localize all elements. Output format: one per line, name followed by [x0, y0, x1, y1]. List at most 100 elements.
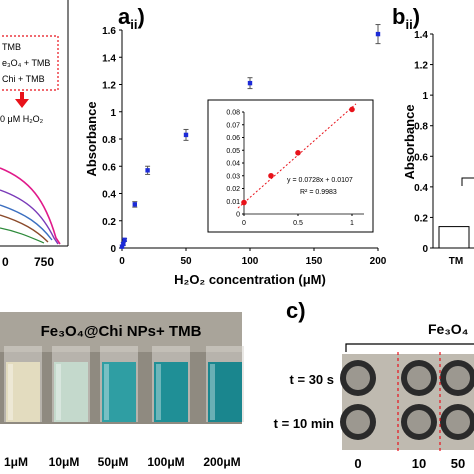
inset-y-tick-label: 0.01 [226, 199, 240, 206]
dot-well-center [446, 366, 470, 390]
main-data-point [119, 244, 125, 249]
bar-y-tick-label: 0.4 [414, 183, 428, 194]
vial-solution [102, 362, 136, 422]
vial-solution [6, 362, 40, 422]
inset-data-point [349, 106, 355, 113]
main-x-tick-label: 50 [180, 256, 192, 267]
legend-line-1: TMB [2, 42, 21, 52]
main-x-label: H₂O₂ concentration (μM) [174, 272, 326, 287]
dot-well-center [407, 410, 431, 434]
dot-well-center [407, 366, 431, 390]
bar-y-label: Absorbance [402, 104, 417, 179]
dots-row-2: t = 10 min [274, 416, 334, 431]
vial-label-4: 100μM [147, 455, 184, 469]
main-data-point [375, 31, 381, 37]
bar-y-tick-label: 1 [422, 91, 428, 102]
vial-label-5: 200μM [203, 455, 240, 469]
bar-y-tick-label: 0 [422, 244, 428, 255]
main-y-tick-label: 1 [110, 108, 116, 119]
bar-y-tick-label: 1.2 [414, 61, 428, 72]
legend-line-3: Chi + TMB [2, 74, 45, 84]
spectrum-purple [0, 189, 59, 245]
bar-chart-partial: Absorbance 0 0.2 0.4 0.6 0.8 1 1.2 1.4 TM [402, 30, 474, 267]
vial-highlight [8, 364, 13, 420]
legend-line-2: e₃O₄ + TMB [2, 58, 50, 68]
main-y-tick-label: 0.6 [102, 162, 116, 173]
main-x-tick-label: 0 [119, 256, 125, 267]
inset-y-tick-label: 0.02 [226, 186, 240, 193]
inset-y-tick-label: 0.05 [226, 148, 240, 155]
inset-y-tick-label: 0.04 [226, 161, 240, 168]
inset-y-tick-label: 0.06 [226, 135, 240, 142]
dots-col-0: 0 [354, 456, 361, 471]
panel-label-a: aii) [118, 4, 145, 32]
panel-label-b: bii) [392, 4, 420, 32]
dot-test-panel: Fe₃O₄ t = 30 s t = 10 min 0 10 50 [274, 321, 474, 471]
vial-label-2: 10μM [49, 455, 80, 469]
vial-solution [208, 362, 242, 422]
main-data-point [121, 241, 126, 247]
vial-highlight [104, 364, 109, 420]
main-y-tick-label: 0.2 [102, 217, 116, 228]
left-x-tick-0: 0 [2, 255, 9, 269]
main-y-tick-label: 0.4 [102, 190, 116, 201]
inset-x-tick-label: 0 [242, 220, 246, 227]
vial-solution [54, 362, 88, 422]
spectrum-green [0, 227, 45, 244]
arrow-label: 0 μM H₂O₂ [0, 114, 44, 124]
inset-x-tick-label: 1 [350, 220, 354, 227]
spectrum-blue [0, 204, 53, 241]
main-y-tick-label: 1.2 [102, 81, 116, 92]
main-data-point [183, 132, 189, 138]
main-y-tick-label: 1.4 [102, 53, 116, 64]
inset-r-squared: R² = 0.9983 [300, 189, 337, 196]
inset-data-point [241, 199, 247, 206]
bar [438, 226, 470, 249]
inset-data-point [295, 150, 301, 156]
inset-frame [207, 99, 374, 233]
inset-y-tick-label: 0.08 [226, 110, 240, 117]
dots-col-10: 10 [412, 456, 426, 471]
main-x-tick-label: 150 [306, 256, 323, 267]
bar-category-label: TM [449, 256, 463, 267]
bar-y-tick-label: 1.4 [414, 30, 428, 41]
inset-equation: y = 0.0728x + 0.0107 [287, 177, 353, 184]
main-y-tick-label: 0.8 [102, 135, 116, 146]
dot-well-center [446, 410, 470, 434]
main-y-tick-label: 1.6 [102, 26, 116, 37]
inset-y-tick-label: 0.03 [226, 173, 240, 180]
inset-chart: 0 0.01 0.02 0.03 0.04 0.05 0.06 0.07 0.08 0 0.5 1 y… [207, 99, 374, 233]
dot-well-center [346, 410, 370, 434]
left-x-tick-750: 750 [34, 255, 54, 269]
dots-col-50: 50 [451, 456, 465, 471]
main-x-tick-label: 100 [242, 256, 259, 267]
inset-y-tick-label: 0 [236, 212, 240, 219]
dots-row-1: t = 30 s [290, 372, 334, 387]
main-y-tick-label: 0 [110, 244, 116, 255]
main-x-tick-label: 200 [370, 256, 387, 267]
legend-box [0, 35, 59, 91]
inset-x-tick-label: 0.5 [293, 220, 303, 227]
dot-well-center [346, 366, 370, 390]
vial-highlight [156, 364, 161, 420]
vial-solution [154, 362, 188, 422]
vials-title: Fe₃O₄@Chi NPs+ TMB [41, 323, 202, 340]
main-data-point [145, 168, 150, 173]
main-y-label: Absorbance [84, 101, 99, 176]
panel-label-c: c) [286, 298, 306, 323]
bar-y-tick-label: 0.8 [414, 122, 428, 133]
spectrum-brown [0, 214, 49, 243]
dots-title: Fe₃O₄ [428, 321, 468, 337]
main-data-point [247, 80, 253, 86]
vials-photo: Fe₃O₄@Chi NPs+ TMB 1μM 10μM 50μM 100μM 2… [0, 307, 246, 474]
inset-y-tick-label: 0.07 [226, 122, 240, 129]
down-arrow-icon [15, 99, 29, 108]
left-spectra-panel: TMB e₃O₄ + TMB Chi + TMB 0 μM H₂O₂ 0 750 [0, 0, 69, 269]
bar-y-tick-label: 0.6 [414, 152, 428, 163]
vial-label-1: 1μM [4, 455, 28, 469]
spectrum-magenta [0, 167, 61, 245]
vial-highlight [210, 364, 215, 420]
vial-highlight [56, 364, 61, 420]
bar-y-tick-label: 0.2 [414, 213, 428, 224]
inset-data-point [268, 172, 274, 179]
